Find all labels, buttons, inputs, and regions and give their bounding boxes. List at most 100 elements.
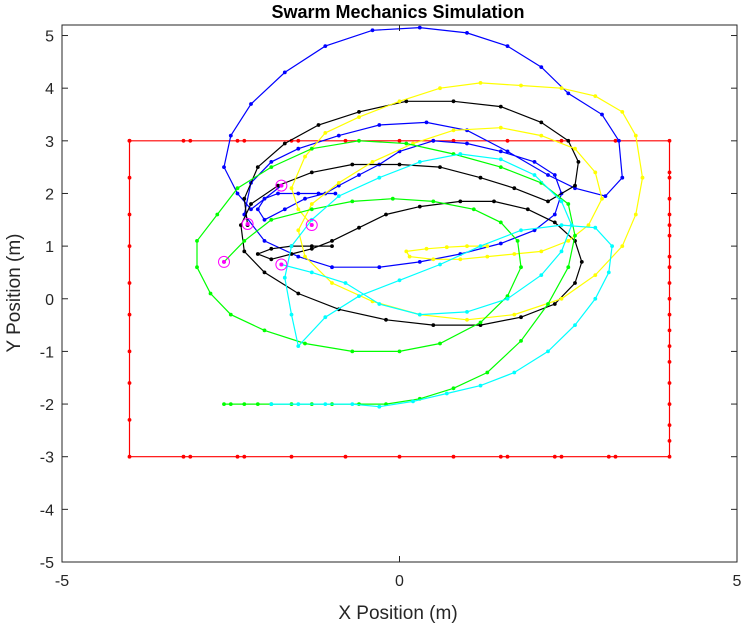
data-point [667, 223, 672, 228]
y-tick-label: 2 [45, 186, 54, 203]
data-point [262, 239, 267, 243]
data-point [255, 252, 260, 256]
data-point [485, 254, 490, 259]
data-point [559, 223, 564, 228]
data-point [498, 454, 503, 459]
data-point [424, 120, 429, 125]
agent-marker [305, 219, 318, 232]
data-point [330, 244, 334, 249]
data-point [573, 186, 577, 191]
data-point [269, 257, 274, 262]
data-point [485, 244, 490, 249]
series-1 [127, 138, 672, 459]
data-point [485, 370, 490, 375]
data-point [228, 133, 233, 138]
data-point [498, 220, 503, 225]
data-point [667, 265, 672, 270]
data-point [289, 312, 294, 317]
data-point [249, 102, 253, 106]
agent-marker [218, 255, 230, 268]
data-point [633, 212, 638, 217]
data-point [424, 246, 429, 251]
data-point [303, 341, 307, 346]
data-point [282, 207, 287, 212]
data-point [579, 260, 584, 264]
data-point [593, 273, 598, 277]
data-point [667, 402, 672, 406]
data-point [343, 281, 348, 285]
data-point [417, 25, 422, 30]
data-point [407, 254, 412, 259]
data-point [458, 152, 463, 156]
data-point [546, 302, 550, 306]
data-point [546, 173, 550, 177]
data-point [309, 244, 314, 249]
data-point [316, 123, 321, 127]
data-point [127, 418, 132, 422]
data-point [195, 265, 199, 270]
data-point [559, 199, 564, 204]
y-ticks: -5 -4 -3 -2 -1 0 1 2 3 4 5 [40, 29, 737, 572]
data-point [228, 402, 233, 406]
data-point [512, 370, 517, 375]
data-point [613, 138, 618, 143]
data-point [451, 454, 456, 459]
data-point [505, 138, 510, 143]
data-point [249, 202, 253, 206]
data-point [255, 402, 260, 406]
data-point [667, 439, 672, 443]
data-point [586, 223, 591, 228]
x-tick-label: -5 [55, 573, 69, 590]
data-point [303, 154, 307, 159]
data-point [617, 138, 621, 143]
data-point [559, 86, 564, 91]
data-point [249, 207, 253, 212]
data-point [195, 239, 199, 243]
agent-marker [275, 258, 288, 271]
data-point [276, 183, 280, 188]
data-point [397, 454, 402, 459]
data-point [323, 44, 328, 48]
y-tick-label: 0 [45, 292, 54, 309]
data-point [620, 110, 625, 114]
data-point [384, 212, 388, 217]
data-point [333, 191, 338, 196]
data-point [336, 194, 341, 199]
data-point [532, 160, 537, 164]
data-point [667, 344, 672, 348]
data-point [667, 312, 672, 317]
data-point [576, 160, 581, 164]
data-point [552, 220, 557, 225]
data-point [343, 454, 348, 459]
data-point [512, 186, 517, 191]
data-point [276, 191, 280, 196]
data-point [559, 296, 564, 301]
x-ticks: -5 0 5 [55, 25, 742, 590]
data-point [282, 70, 287, 75]
data-point [357, 138, 361, 143]
data-point [127, 312, 132, 317]
data-point [498, 157, 503, 162]
data-point [127, 138, 132, 143]
data-point [431, 257, 436, 262]
data-point [539, 249, 544, 254]
data-point [309, 246, 314, 251]
data-point [417, 204, 422, 209]
data-point [242, 454, 247, 459]
data-point [515, 239, 520, 243]
data-point [269, 217, 274, 222]
data-point [610, 244, 614, 249]
data-point [350, 199, 355, 204]
data-point [343, 138, 348, 143]
data-point [397, 99, 402, 104]
data-point [404, 249, 409, 254]
data-point [296, 344, 301, 348]
data-point [390, 196, 395, 201]
agents-layer [218, 179, 318, 271]
data-point [640, 175, 645, 180]
data-point [519, 228, 523, 233]
series-2-line [223, 26, 623, 268]
data-point [465, 310, 469, 314]
data-point [667, 233, 672, 238]
data-point [127, 244, 132, 249]
